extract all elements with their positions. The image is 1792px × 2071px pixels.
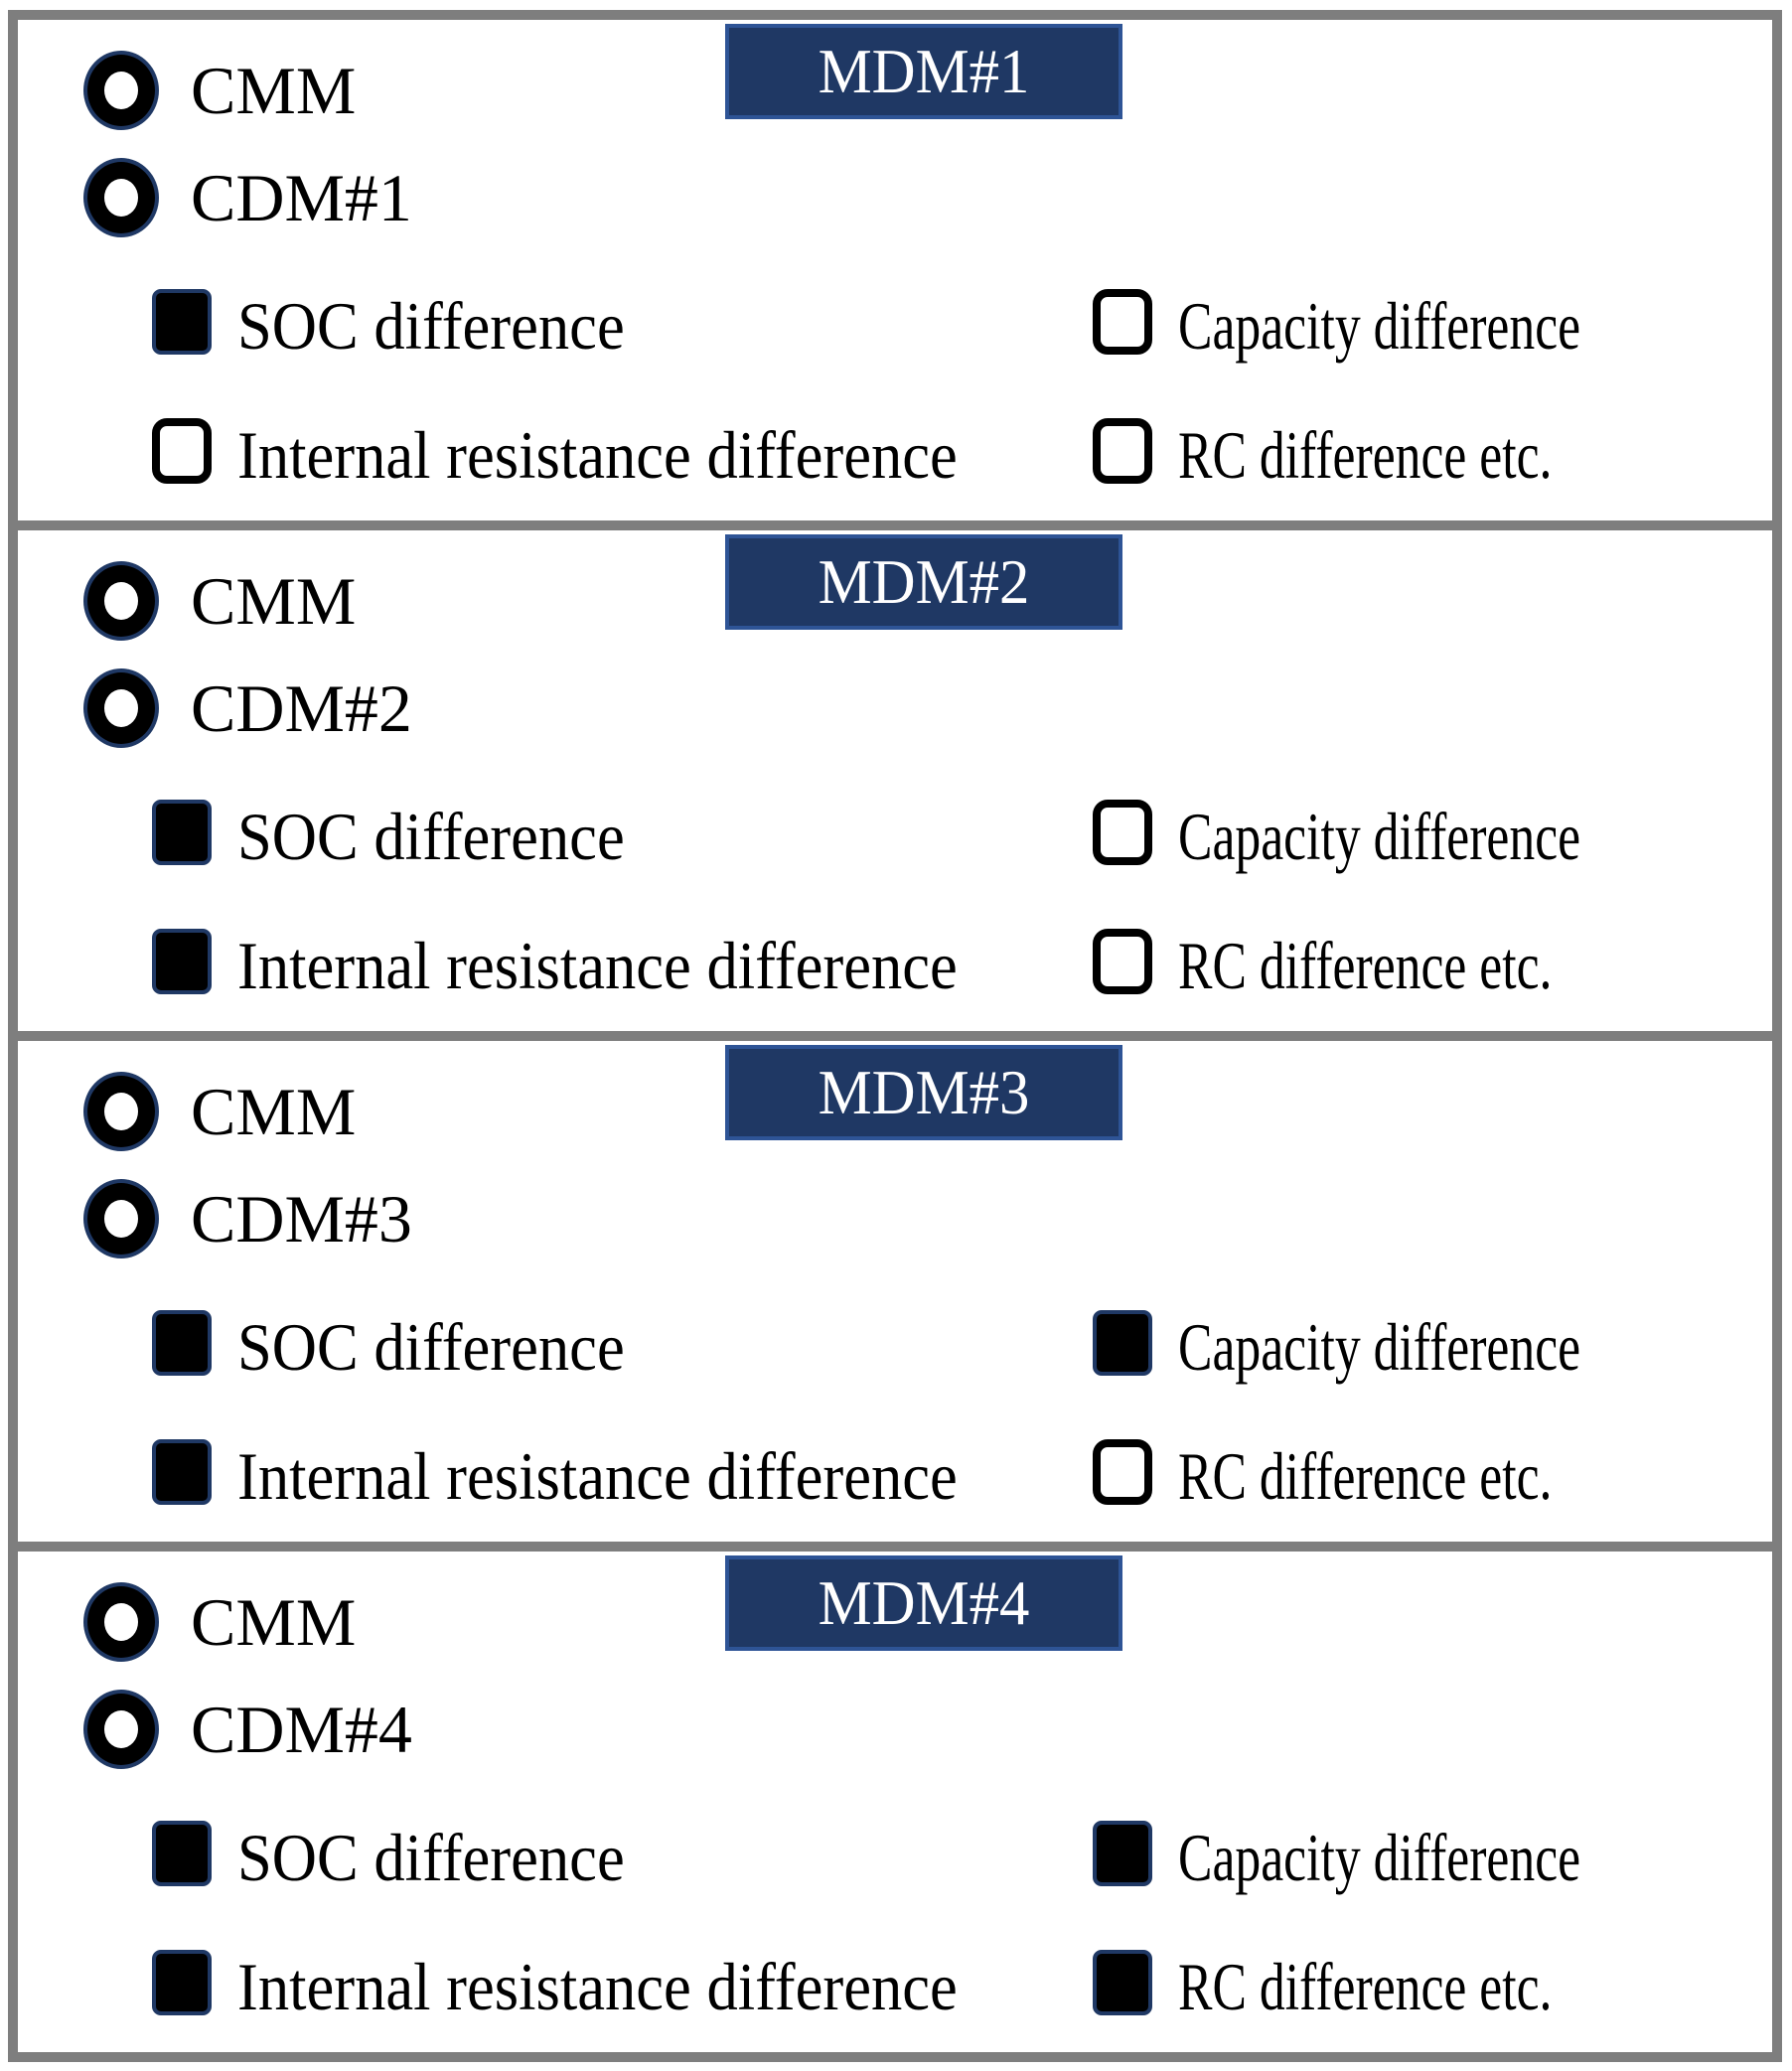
checkbox-option-soc-difference[interactable]: SOC difference	[152, 1307, 659, 1385]
panel-title-box: MDM#1	[725, 24, 1122, 119]
checkbox-icon[interactable]	[152, 289, 212, 355]
radio-option-cdm[interactable]: CDM#3	[87, 1180, 412, 1257]
checkbox-label: Internal resistance difference	[237, 1948, 958, 2024]
checkbox-icon[interactable]	[1093, 1821, 1152, 1886]
radio-icon[interactable]	[87, 1183, 155, 1255]
checkbox-option-soc-difference[interactable]: SOC difference	[152, 1818, 659, 1895]
checkbox-option-rc-difference[interactable]: RC difference etc.	[1093, 415, 1670, 493]
panel-title: MDM#2	[818, 546, 1030, 617]
radio-option-cdm[interactable]: CDM#2	[87, 669, 412, 747]
checkbox-icon[interactable]	[1093, 929, 1152, 994]
mdm-settings-figure: MDM#1 CMM CDM#1 SOC difference Capacity …	[8, 10, 1782, 2062]
radio-label: CMM	[191, 1073, 357, 1149]
checkbox-option-soc-difference[interactable]: SOC difference	[152, 797, 659, 874]
checkbox-label: RC difference etc.	[1178, 1437, 1553, 1514]
checkbox-label: RC difference etc.	[1178, 927, 1553, 1003]
checkbox-option-capacity-difference[interactable]: Capacity difference	[1093, 1307, 1708, 1385]
checkbox-icon[interactable]	[152, 800, 212, 865]
checkbox-icon[interactable]	[1093, 1310, 1152, 1376]
panel-title: MDM#1	[818, 36, 1030, 106]
checkbox-option-internal-resistance-difference[interactable]: Internal resistance difference	[152, 1947, 1020, 2024]
radio-option-cmm[interactable]: CMM	[87, 1073, 356, 1150]
panel-title: MDM#4	[818, 1567, 1030, 1638]
checkbox-icon[interactable]	[152, 929, 212, 994]
radio-label: CMM	[191, 562, 357, 639]
checkbox-label: SOC difference	[237, 798, 625, 874]
panel-title-box: MDM#3	[725, 1045, 1122, 1140]
checkbox-option-capacity-difference[interactable]: Capacity difference	[1093, 1818, 1708, 1895]
radio-icon[interactable]	[87, 162, 155, 233]
checkbox-label: Internal resistance difference	[237, 927, 958, 1003]
panel-title-box: MDM#4	[725, 1555, 1122, 1651]
checkbox-option-internal-resistance-difference[interactable]: Internal resistance difference	[152, 1436, 1020, 1514]
checkbox-icon[interactable]	[1093, 1950, 1152, 2015]
radio-icon[interactable]	[87, 1586, 155, 1658]
checkbox-icon[interactable]	[1093, 289, 1152, 355]
panel-title: MDM#3	[818, 1057, 1030, 1127]
checkbox-option-internal-resistance-difference[interactable]: Internal resistance difference	[152, 926, 1020, 1003]
radio-option-cdm[interactable]: CDM#1	[87, 159, 412, 236]
checkbox-label: Capacity difference	[1178, 287, 1581, 364]
mdm-panel-4: MDM#4 CMM CDM#4 SOC difference Capacity …	[18, 1542, 1772, 2052]
radio-label: CDM#4	[191, 1691, 412, 1767]
checkbox-icon[interactable]	[1093, 1439, 1152, 1505]
checkbox-option-rc-difference[interactable]: RC difference etc.	[1093, 1947, 1670, 2024]
radio-icon[interactable]	[87, 1694, 155, 1765]
radio-icon[interactable]	[87, 672, 155, 744]
radio-option-cdm[interactable]: CDM#4	[87, 1691, 412, 1768]
radio-icon[interactable]	[87, 565, 155, 637]
checkbox-option-capacity-difference[interactable]: Capacity difference	[1093, 286, 1708, 364]
checkbox-label: RC difference etc.	[1178, 416, 1553, 493]
checkbox-label: Capacity difference	[1178, 1308, 1581, 1385]
checkbox-label: Capacity difference	[1178, 1819, 1581, 1895]
checkbox-icon[interactable]	[152, 1439, 212, 1505]
checkbox-label: Internal resistance difference	[237, 1437, 958, 1514]
checkbox-option-rc-difference[interactable]: RC difference etc.	[1093, 1436, 1670, 1514]
radio-icon[interactable]	[87, 1076, 155, 1147]
checkbox-label: SOC difference	[237, 1819, 625, 1895]
radio-label: CMM	[191, 52, 357, 128]
checkbox-option-soc-difference[interactable]: SOC difference	[152, 286, 659, 364]
checkbox-option-capacity-difference[interactable]: Capacity difference	[1093, 797, 1708, 874]
checkbox-label: Internal resistance difference	[237, 416, 958, 493]
radio-label: CDM#3	[191, 1180, 412, 1257]
radio-label: CMM	[191, 1583, 357, 1660]
mdm-panel-3: MDM#3 CMM CDM#3 SOC difference Capacity …	[18, 1031, 1772, 1542]
radio-option-cmm[interactable]: CMM	[87, 52, 356, 129]
checkbox-label: Capacity difference	[1178, 798, 1581, 874]
checkbox-icon[interactable]	[152, 418, 212, 484]
radio-label: CDM#1	[191, 159, 412, 235]
checkbox-icon[interactable]	[152, 1821, 212, 1886]
mdm-panel-1: MDM#1 CMM CDM#1 SOC difference Capacity …	[18, 20, 1772, 520]
checkbox-label: SOC difference	[237, 287, 625, 364]
checkbox-icon[interactable]	[1093, 418, 1152, 484]
mdm-panel-2: MDM#2 CMM CDM#2 SOC difference Capacity …	[18, 520, 1772, 1031]
checkbox-option-rc-difference[interactable]: RC difference etc.	[1093, 926, 1670, 1003]
checkbox-icon[interactable]	[1093, 800, 1152, 865]
radio-option-cmm[interactable]: CMM	[87, 562, 356, 640]
radio-option-cmm[interactable]: CMM	[87, 1583, 356, 1661]
checkbox-icon[interactable]	[152, 1950, 212, 2015]
radio-icon[interactable]	[87, 55, 155, 126]
checkbox-icon[interactable]	[152, 1310, 212, 1376]
checkbox-label: SOC difference	[237, 1308, 625, 1385]
checkbox-option-internal-resistance-difference[interactable]: Internal resistance difference	[152, 415, 1020, 493]
radio-label: CDM#2	[191, 669, 412, 746]
panel-title-box: MDM#2	[725, 534, 1122, 630]
checkbox-label: RC difference etc.	[1178, 1948, 1553, 2024]
